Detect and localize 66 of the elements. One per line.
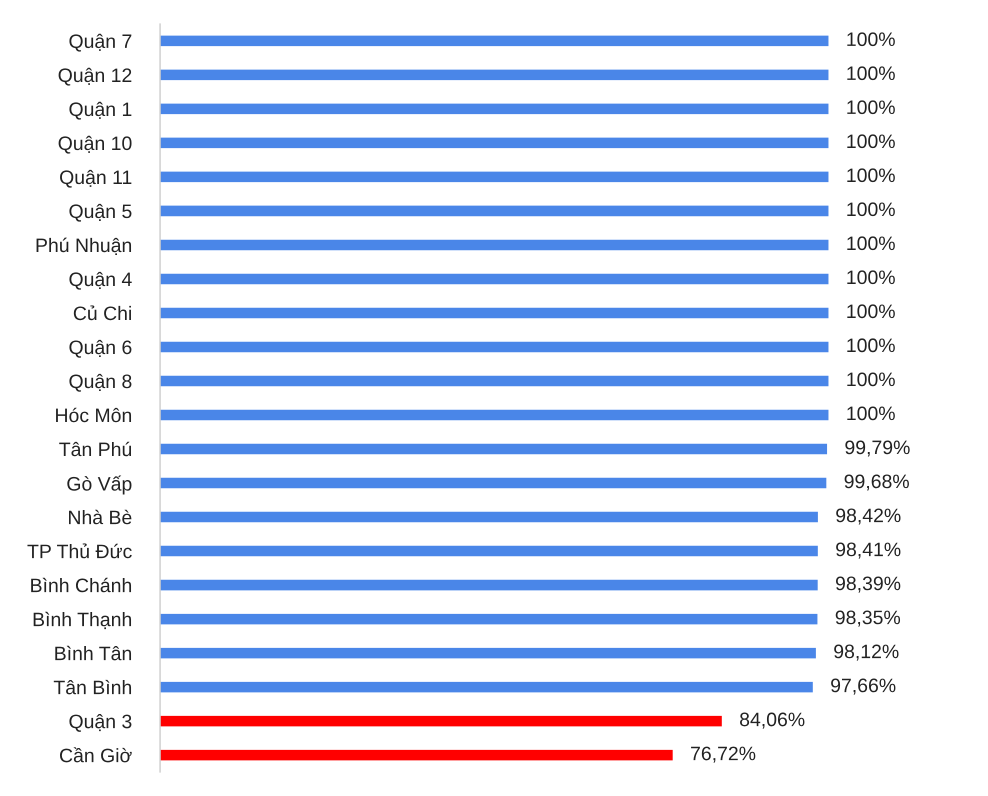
bar — [160, 306, 830, 320]
y-tick-label: Bình Tân — [55, 646, 132, 660]
bar — [160, 374, 830, 388]
data-label: 100% — [847, 134, 895, 148]
data-label: 100% — [847, 304, 895, 318]
data-label: 100% — [847, 406, 895, 420]
bar — [160, 272, 830, 286]
bar — [160, 34, 830, 48]
data-label: 100% — [847, 32, 895, 46]
y-tick-label: Quận 11 — [60, 170, 132, 188]
data-label: 100% — [847, 202, 895, 216]
data-label: 100% — [847, 338, 895, 352]
data-label: 100% — [847, 372, 895, 386]
bar — [160, 544, 820, 558]
y-tick-label: Gò Vấp — [67, 476, 132, 495]
y-tick-label: Phú Nhuận — [36, 238, 132, 255]
bar — [160, 680, 814, 694]
bar — [160, 170, 830, 184]
data-label: 98,35% — [836, 610, 900, 627]
bar — [160, 578, 820, 592]
bar — [160, 340, 830, 354]
y-tick-label: Củ Chi — [74, 305, 131, 320]
data-label: 100% — [847, 100, 895, 114]
data-label: 98,12% — [834, 644, 899, 661]
bar — [160, 714, 724, 728]
y-tick-label: Quận 5 — [69, 204, 132, 222]
data-label: 100% — [847, 270, 895, 284]
data-label: 99,68% — [844, 474, 909, 491]
y-tick-label: Tân Phú — [59, 442, 132, 456]
bar — [160, 408, 830, 422]
y-tick-label: Quận 6 — [69, 340, 132, 358]
data-label: 84,06% — [740, 712, 804, 729]
bar — [160, 510, 820, 524]
bar — [160, 136, 830, 150]
y-tick-label: Quận 4 — [69, 272, 132, 290]
y-tick-label: Quận 8 — [69, 374, 132, 392]
data-label: 100% — [847, 236, 895, 250]
data-label: 100% — [847, 66, 895, 80]
y-tick-label: Quận 3 — [69, 714, 132, 732]
y-tick-label: Quận 7 — [69, 34, 132, 52]
bar — [160, 102, 830, 116]
data-label: 97,66% — [831, 678, 896, 695]
bar — [160, 476, 828, 490]
y-tick-label: Tân Bình — [54, 680, 132, 694]
y-tick-label: Quận 1 — [69, 102, 132, 120]
bar — [160, 238, 830, 252]
data-label: 98,42% — [836, 508, 901, 525]
bar — [160, 612, 819, 626]
data-label: 100% — [847, 168, 895, 182]
y-tick-label: TP Thủ Đức — [27, 543, 132, 558]
y-tick-label: Bình Thạnh — [34, 612, 132, 630]
data-label: 99,79% — [845, 440, 910, 457]
y-tick-label: Hóc Môn — [56, 408, 132, 422]
data-label: 98,39% — [836, 576, 900, 593]
bar — [160, 204, 830, 218]
bar — [160, 68, 830, 82]
data-label: 76,72% — [691, 746, 756, 763]
y-tick-label: Cần Giờ — [60, 747, 132, 762]
y-tick-label: Bình Chánh — [31, 578, 132, 592]
y-tick-label: Nhà Bè — [69, 510, 132, 524]
data-label: 98,41% — [836, 542, 900, 559]
bar — [160, 748, 674, 762]
y-tick-label: Quận 12 — [58, 68, 132, 86]
y-tick-label: Quận 10 — [58, 136, 132, 154]
bar — [160, 442, 828, 456]
bar — [160, 646, 818, 660]
